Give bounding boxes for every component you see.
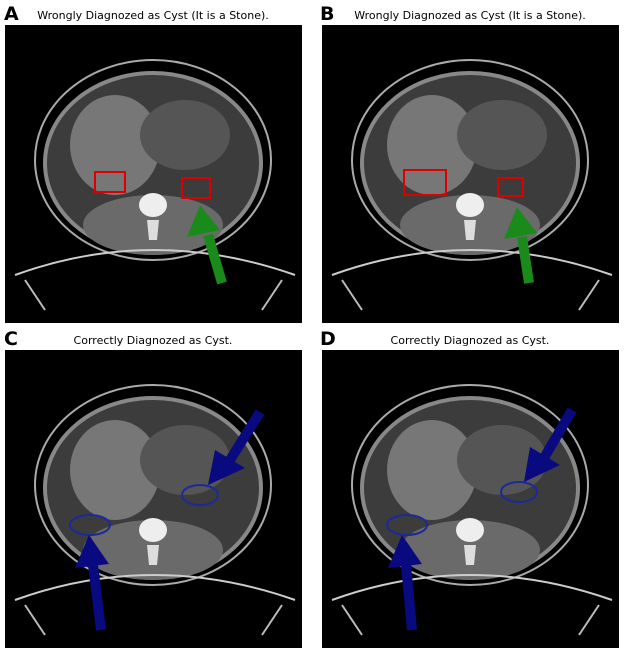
panel-d	[322, 350, 619, 648]
arrow-head	[187, 205, 220, 237]
arrow-head	[524, 447, 560, 482]
arrow	[517, 236, 534, 284]
arrow	[539, 407, 577, 461]
box	[497, 177, 524, 197]
arrow-head	[388, 535, 422, 568]
arrow	[88, 564, 106, 631]
panel-title: Correctly Diagnozed as Cyst.	[391, 334, 550, 347]
region	[69, 514, 111, 536]
panel-title: Wrongly Diagnozed as Cyst (It is a Stone…	[37, 9, 269, 22]
arrow-head	[504, 207, 537, 239]
box	[403, 169, 447, 196]
ct-image	[5, 350, 302, 648]
panel-c	[5, 350, 302, 648]
panel-label: A	[4, 3, 19, 25]
box	[94, 171, 126, 193]
panel-b	[322, 25, 619, 323]
region	[500, 481, 538, 503]
panel-label: D	[320, 328, 336, 350]
region	[181, 484, 219, 506]
arrow-head	[75, 535, 109, 568]
ct-image	[322, 25, 619, 323]
arrow	[203, 233, 227, 285]
ct-image	[5, 25, 302, 323]
arrow-head	[208, 450, 245, 485]
panel-title: Wrongly Diagnozed as Cyst (It is a Stone…	[354, 9, 586, 22]
ct-image	[322, 350, 619, 648]
region	[386, 514, 428, 536]
panel-a	[5, 25, 302, 323]
panel-title: Correctly Diagnozed as Cyst.	[74, 334, 233, 347]
box	[181, 177, 211, 199]
panel-label: C	[4, 328, 18, 350]
arrow	[225, 409, 265, 463]
arrow	[401, 564, 417, 631]
panel-label: B	[320, 3, 334, 25]
